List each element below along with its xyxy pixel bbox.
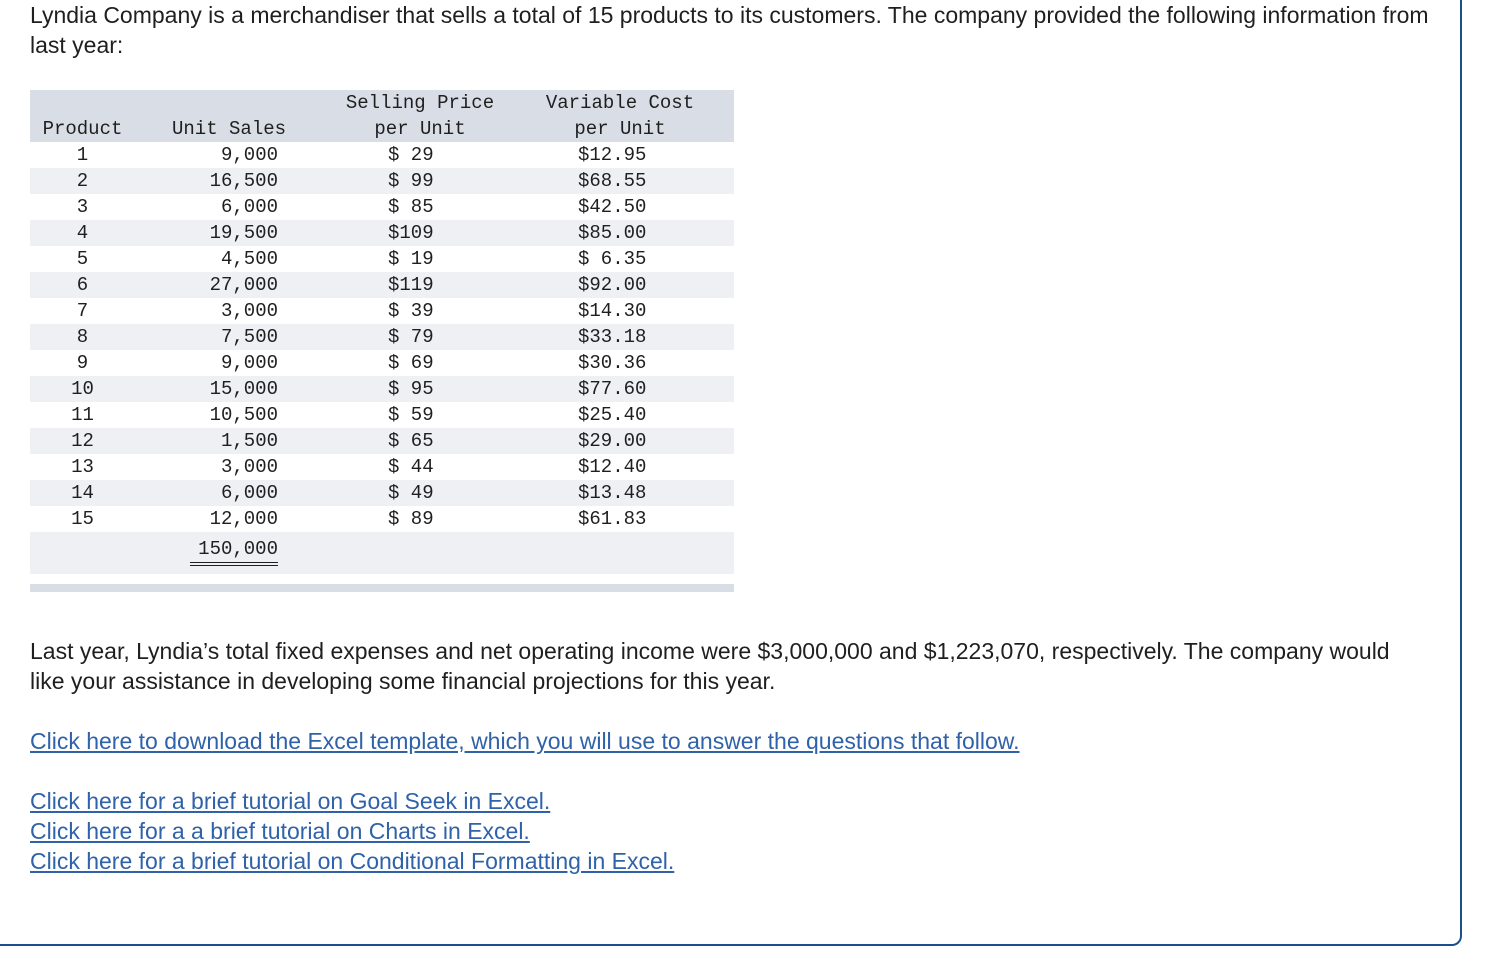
unit-sales-cell: 9,000	[220, 144, 278, 166]
selling-price-cell: $ 65	[388, 430, 434, 452]
table-row: 11 10,500 $ 59 $25.40	[30, 402, 734, 428]
total-row: 150,000	[30, 532, 734, 574]
selling-price-cell: $ 49	[388, 482, 434, 504]
table-row: 8 7,500 $ 79 $33.18	[30, 324, 734, 350]
selling-price-cell: $ 89	[388, 508, 434, 530]
product-cell: 5	[76, 248, 89, 270]
table-footer-bar	[30, 584, 734, 592]
unit-sales-cell: 27,000	[209, 274, 278, 296]
header-var-line1: Variable Cost	[545, 92, 695, 114]
selling-price-cell: $ 29	[388, 144, 434, 166]
header-price-line2: per Unit	[374, 118, 466, 140]
unit-sales-cell: 10,500	[209, 404, 278, 426]
unit-sales-cell: 7,500	[220, 326, 278, 348]
selling-price-cell: $ 19	[388, 248, 434, 270]
unit-sales-cell: 6,000	[220, 196, 278, 218]
table-row: 7 3,000 $ 39 $14.30	[30, 298, 734, 324]
table-row: 5 4,500 $ 19 $ 6.35	[30, 246, 734, 272]
table-row: 12 1,500 $ 65 $29.00	[30, 428, 734, 454]
product-cell: 4	[76, 222, 89, 244]
unit-sales-cell: 4,500	[220, 248, 278, 270]
table-header: Product Unit Sales Selling Price per Uni…	[30, 90, 734, 142]
variable-cost-cell: $25.40	[578, 404, 647, 426]
table-row: 2 16,500 $ 99 $68.55	[30, 168, 734, 194]
product-cell: 11	[71, 404, 94, 426]
table-row: 3 6,000 $ 85 $42.50	[30, 194, 734, 220]
product-cell: 6	[76, 274, 89, 296]
selling-price-cell: $ 39	[388, 300, 434, 322]
goal-seek-tutorial-link[interactable]: Click here for a brief tutorial on Goal …	[30, 788, 551, 814]
charts-tutorial-link[interactable]: Click here for a a brief tutorial on Cha…	[30, 818, 530, 844]
variable-cost-cell: $77.60	[578, 378, 647, 400]
selling-price-cell: $ 85	[388, 196, 434, 218]
product-cell: 12	[71, 430, 94, 452]
table-body: 1 9,000 $ 29 $12.95 2 16,500 $ 99 $68.55 3 6,000 $…	[30, 142, 734, 533]
variable-cost-cell: $29.00	[578, 430, 647, 452]
variable-cost-cell: $14.30	[578, 300, 647, 322]
table-row: 1 9,000 $ 29 $12.95	[30, 142, 734, 168]
variable-cost-cell: $30.36	[578, 352, 647, 374]
product-cell: 7	[76, 300, 89, 322]
variable-cost-cell: $68.55	[578, 170, 647, 192]
selling-price-cell: $ 59	[388, 404, 434, 426]
variable-cost-cell: $12.40	[578, 456, 647, 478]
unit-sales-cell: 9,000	[220, 352, 278, 374]
excel-template-link[interactable]: Click here to download the Excel templat…	[30, 728, 1020, 754]
selling-price-cell: $ 44	[388, 456, 434, 478]
product-cell: 15	[71, 508, 94, 530]
selling-price-cell: $119	[388, 274, 434, 296]
fixed-expenses-paragraph: Last year, Lyndia’s total fixed expenses…	[30, 638, 1390, 694]
unit-sales-cell: 3,000	[220, 456, 278, 478]
unit-sales-cell: 1,500	[220, 430, 278, 452]
variable-cost-cell: $12.95	[578, 144, 647, 166]
table-row: 4 19,500 $109 $85.00	[30, 220, 734, 246]
variable-cost-cell: $92.00	[578, 274, 647, 296]
table-row: 15 12,000 $ 89 $61.83	[30, 506, 734, 533]
content-frame	[0, 0, 1462, 946]
header-unit-sales: Unit Sales	[172, 118, 287, 140]
variable-cost-cell: $42.50	[578, 196, 647, 218]
product-cell: 1	[76, 144, 89, 166]
header-product: Product	[42, 118, 123, 140]
variable-cost-cell: $13.48	[578, 482, 647, 504]
variable-cost-cell: $85.00	[578, 222, 647, 244]
product-cell: 10	[71, 378, 94, 400]
selling-price-cell: $ 79	[388, 326, 434, 348]
selling-price-cell: $109	[388, 222, 434, 244]
header-var-line2: per Unit	[574, 118, 666, 140]
table-row: 13 3,000 $ 44 $12.40	[30, 454, 734, 480]
product-table: Product Unit Sales Selling Price per Uni…	[30, 90, 734, 592]
unit-sales-cell: 19,500	[209, 222, 278, 244]
variable-cost-cell: $61.83	[578, 508, 647, 530]
product-cell: 13	[71, 456, 94, 478]
product-cell: 3	[76, 196, 89, 218]
unit-sales-cell: 16,500	[209, 170, 278, 192]
variable-cost-cell: $ 6.35	[578, 248, 647, 270]
product-cell: 14	[71, 482, 94, 504]
table-row: 10 15,000 $ 95 $77.60	[30, 376, 734, 402]
table-row: 14 6,000 $ 49 $13.48	[30, 480, 734, 506]
unit-sales-cell: 12,000	[170, 506, 278, 533]
table-row: 6 27,000 $119 $92.00	[30, 272, 734, 298]
unit-sales-cell: 15,000	[209, 378, 278, 400]
unit-sales-cell: 3,000	[220, 300, 278, 322]
unit-sales-cell: 6,000	[220, 482, 278, 504]
variable-cost-cell: $33.18	[578, 326, 647, 348]
intro-text: Lyndia Company is a merchandiser that se…	[30, 2, 1429, 58]
product-cell: 8	[76, 326, 89, 348]
product-cell: 9	[76, 352, 89, 374]
total-unit-sales: 150,000	[190, 538, 278, 566]
selling-price-cell: $ 95	[388, 378, 434, 400]
conditional-formatting-tutorial-link[interactable]: Click here for a brief tutorial on Condi…	[30, 848, 675, 874]
product-cell: 2	[76, 170, 89, 192]
table-row: 9 9,000 $ 69 $30.36	[30, 350, 734, 376]
selling-price-cell: $ 69	[388, 352, 434, 374]
selling-price-cell: $ 99	[388, 170, 434, 192]
header-price-line1: Selling Price	[345, 92, 495, 114]
